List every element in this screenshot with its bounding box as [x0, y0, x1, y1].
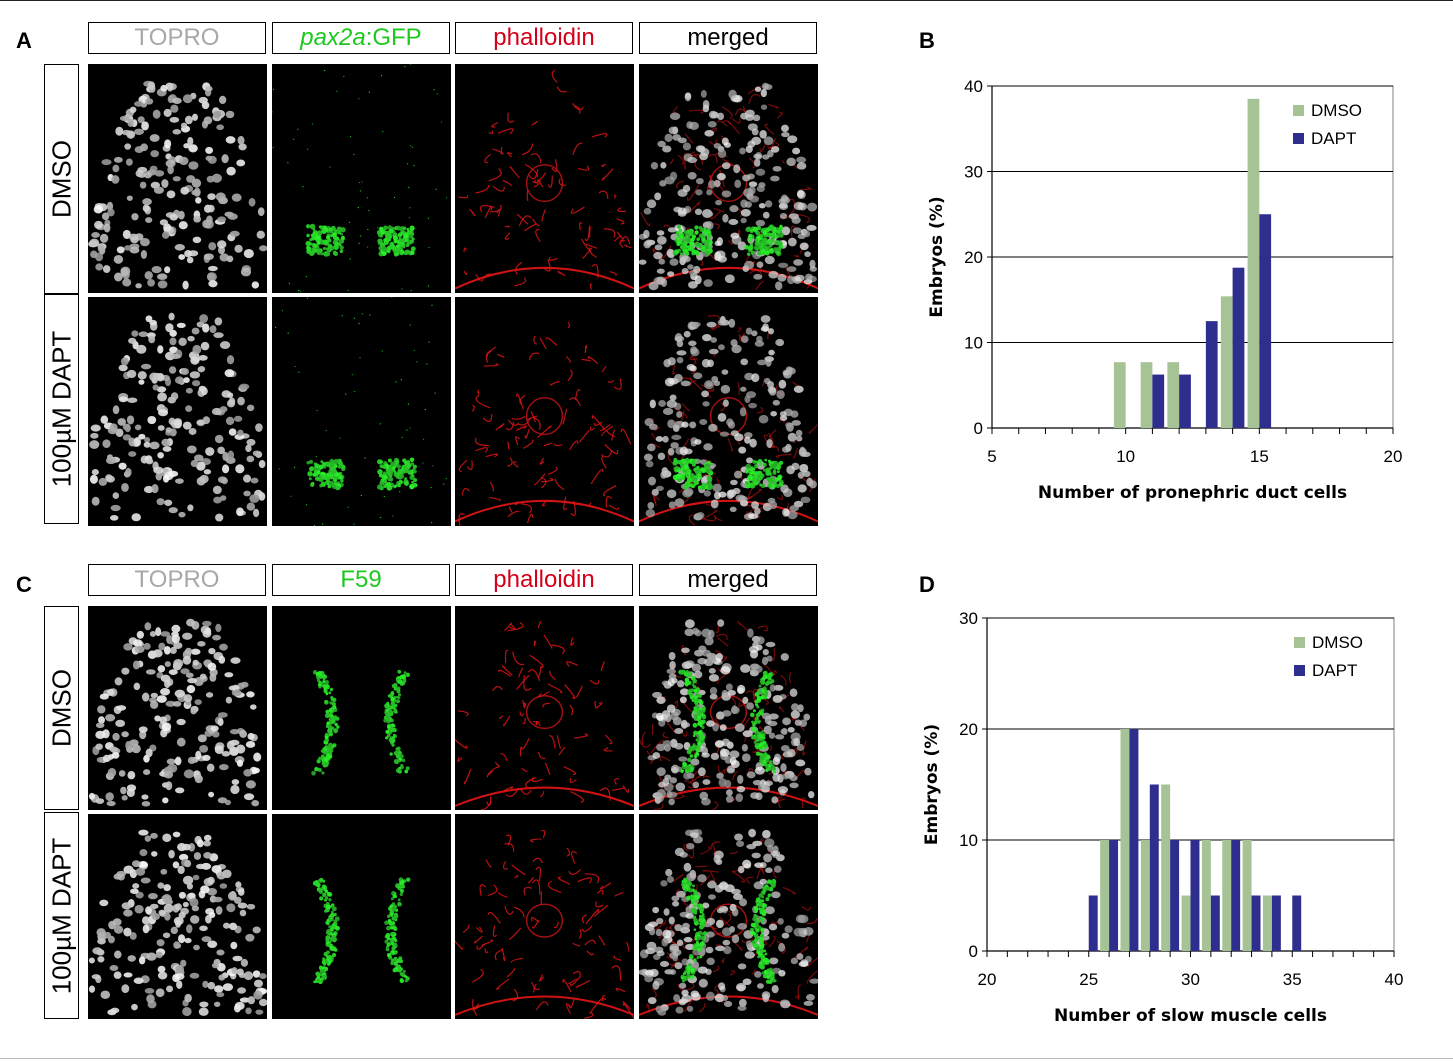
- x-tick-label: 15: [1250, 447, 1269, 466]
- top-border: [0, 0, 1453, 1]
- x-tick-label: 30: [1181, 970, 1200, 989]
- panel-a-row-label-dapt: 100µM DAPT: [44, 294, 79, 524]
- micrograph-a-dmso-topro: [88, 64, 267, 293]
- panel-c-header-f59: F59: [272, 564, 450, 596]
- micrograph-a-dapt-phalloidin: [455, 297, 634, 526]
- bar-dapt: [1190, 840, 1200, 951]
- bar-dmso: [1220, 296, 1233, 428]
- micrograph-a-dapt-topro: [88, 297, 267, 526]
- panel-a-header-merged: merged: [639, 22, 817, 54]
- panel-d-letter: D: [919, 572, 935, 597]
- legend-swatch-dmso: [1294, 637, 1305, 648]
- legend-swatch-dmso: [1293, 105, 1304, 116]
- y-tick-label: 0: [974, 419, 983, 438]
- bar-dapt: [1170, 840, 1180, 951]
- micrograph-c-dmso-f59: [272, 606, 451, 810]
- y-tick-label: 20: [964, 248, 983, 267]
- bar-dmso: [1161, 784, 1171, 951]
- legend-swatch-dapt: [1294, 665, 1305, 676]
- micrograph-c-dmso-phalloidin: [455, 606, 634, 810]
- micrograph-c-dapt-f59: [272, 814, 451, 1019]
- micrograph-a-dapt-merged: [639, 297, 818, 526]
- panel-a-header-phalloidin: phalloidin: [455, 22, 633, 54]
- micrograph-a-dmso-phalloidin: [455, 64, 634, 293]
- panel-a-row-label-dmso: DMSO: [44, 64, 79, 294]
- panel-c-header-merged: merged: [639, 564, 817, 596]
- micrograph-c-dapt-merged: [639, 814, 818, 1019]
- x-tick-label: 25: [1079, 970, 1098, 989]
- bar-dapt: [1231, 840, 1241, 951]
- panel-c-row-label-dapt: 100µM DAPT: [44, 812, 79, 1019]
- y-tick-label: 10: [964, 334, 983, 353]
- panel-a-header-gfp: pax2a:GFP: [272, 22, 450, 54]
- micrograph-a-dmso-gfp: [272, 64, 451, 293]
- x-tick-label: 20: [978, 970, 997, 989]
- bar-dmso: [1140, 840, 1150, 951]
- x-axis-title: Number of slow muscle cells: [1054, 1006, 1327, 1026]
- x-tick-label: 10: [1116, 447, 1135, 466]
- x-axis-title: Number of pronephric duct cells: [1038, 483, 1347, 503]
- y-tick-label: 30: [959, 609, 978, 628]
- bar-dapt: [1088, 895, 1098, 951]
- panel-a-header-topro: TOPRO: [88, 22, 266, 54]
- micrograph-c-dapt-topro: [88, 814, 267, 1019]
- y-axis-title: Embryos (%): [922, 724, 942, 845]
- bar-dapt: [1129, 729, 1139, 951]
- bar-dapt: [1271, 895, 1281, 951]
- bar-dmso: [1100, 840, 1110, 951]
- y-tick-label: 40: [964, 77, 983, 96]
- bar-dapt: [1210, 895, 1220, 951]
- bar-dmso: [1247, 98, 1260, 428]
- legend-swatch-dapt: [1293, 133, 1304, 144]
- bar-dapt: [1232, 267, 1245, 428]
- bar-dapt: [1251, 895, 1261, 951]
- bar-dmso: [1262, 895, 1272, 951]
- bar-dapt: [1179, 374, 1191, 428]
- micrograph-a-dapt-gfp: [272, 297, 451, 526]
- bar-dapt: [1292, 895, 1302, 951]
- chart-b-pronephric-duct-cells: 0 10 20 30 40 5 10 15 20 Number of pronephric duc…: [927, 77, 1403, 503]
- legend-label-dmso: DMSO: [1312, 633, 1363, 652]
- bar-dmso: [1167, 362, 1180, 428]
- bar-dapt: [1149, 784, 1159, 951]
- panel-c-row-label-dmso: DMSO: [44, 606, 79, 810]
- y-tick-label: 30: [964, 163, 983, 182]
- micrograph-c-dapt-phalloidin: [455, 814, 634, 1019]
- bar-dmso: [1181, 895, 1191, 951]
- bar-dapt: [1109, 840, 1119, 951]
- bar-dmso: [1242, 840, 1252, 951]
- chart-d-slow-muscle-cells: 0 10 20 30 20 25 30 35 40 Number of slow muscle c…: [922, 609, 1404, 1026]
- y-axis-title: Embryos (%): [927, 196, 947, 317]
- bar-dmso: [1140, 362, 1153, 428]
- bottom-border: [0, 1058, 1453, 1059]
- x-tick-label: 20: [1384, 447, 1403, 466]
- micrograph-a-dmso-merged: [639, 64, 818, 293]
- panel-c-letter: C: [16, 572, 32, 597]
- micrograph-c-dmso-merged: [639, 606, 818, 810]
- bar-dmso: [1222, 840, 1232, 951]
- panel-c-header-phalloidin: phalloidin: [455, 564, 633, 596]
- legend-label-dapt: DAPT: [1311, 129, 1356, 148]
- panel-b-letter: B: [919, 28, 935, 53]
- x-tick-label: 35: [1283, 970, 1302, 989]
- legend-label-dapt: DAPT: [1312, 661, 1357, 680]
- panel-a-letter: A: [16, 28, 32, 53]
- bar-dmso: [1120, 729, 1130, 951]
- y-tick-label: 0: [969, 942, 978, 961]
- micrograph-c-dmso-topro: [88, 606, 267, 810]
- bar-dmso: [1113, 362, 1126, 428]
- bar-dmso: [1201, 840, 1211, 951]
- bar-dapt: [1259, 214, 1272, 428]
- x-tick-label: 5: [987, 447, 996, 466]
- y-tick-label: 10: [959, 831, 978, 850]
- y-tick-label: 20: [959, 720, 978, 739]
- bar-dapt: [1205, 321, 1218, 428]
- legend-label-dmso: DMSO: [1311, 101, 1362, 120]
- x-tick-label: 40: [1385, 970, 1404, 989]
- bar-dapt: [1152, 374, 1165, 428]
- panel-c-header-topro: TOPRO: [88, 564, 266, 596]
